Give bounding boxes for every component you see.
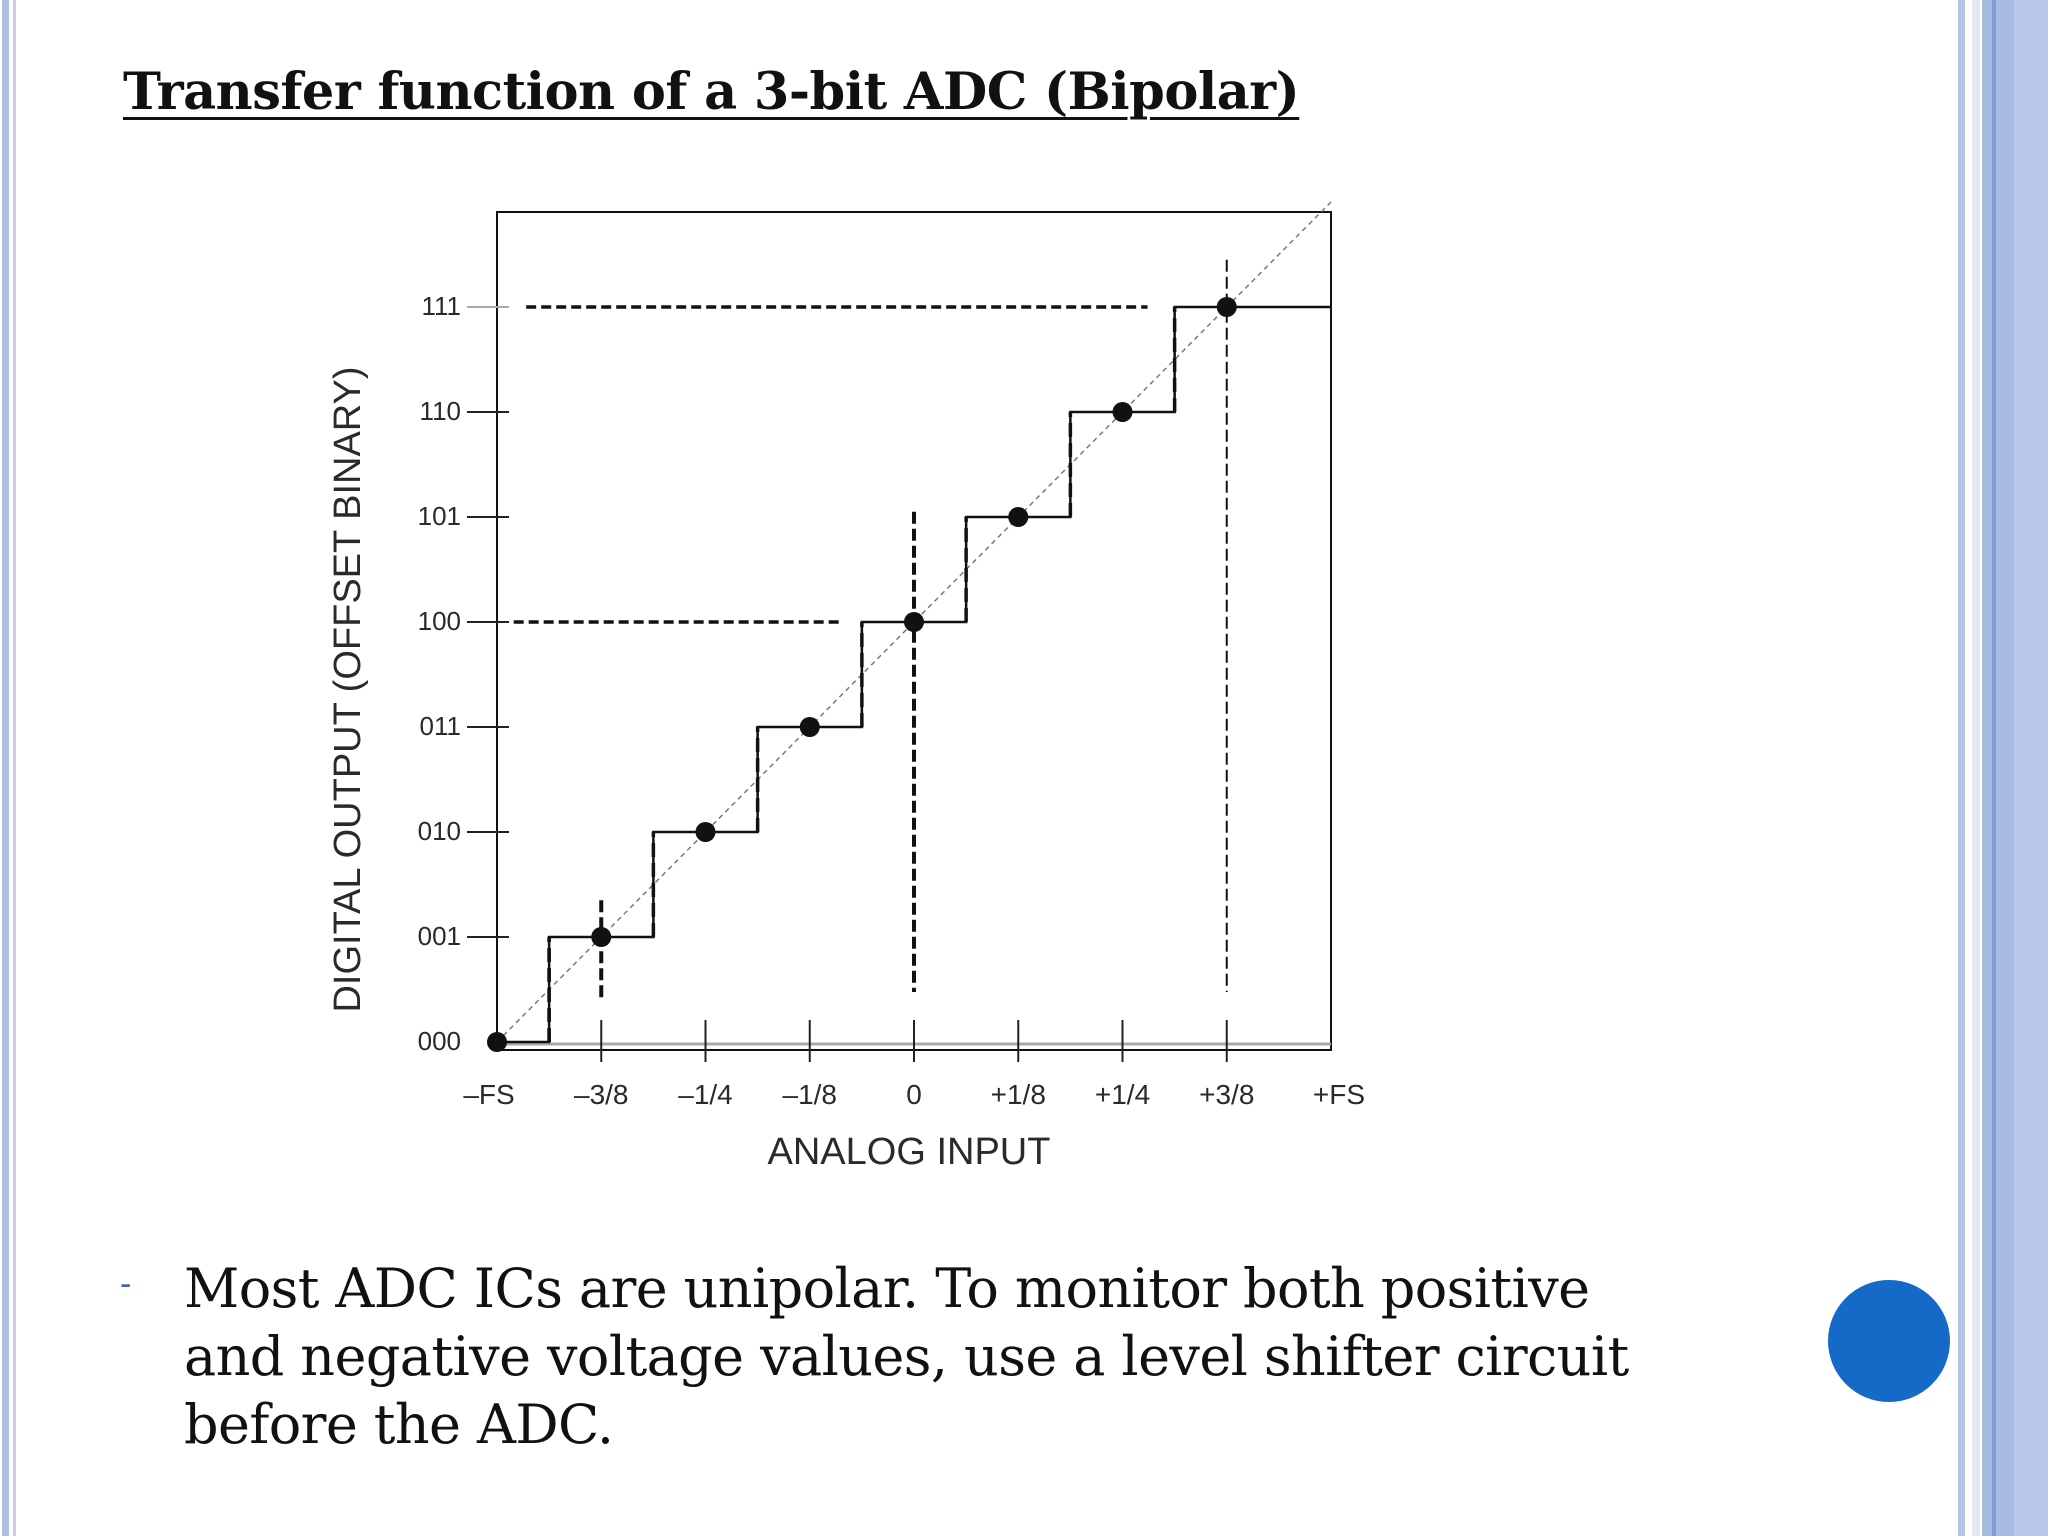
left-border-stripe — [13, 0, 16, 1536]
y-tick-label: 111 — [421, 291, 461, 321]
data-point-7 — [1216, 297, 1237, 317]
y-tick-label: 110 — [420, 396, 461, 426]
bullet-text: Most ADC ICs are unipolar. To monitor bo… — [184, 1257, 1629, 1456]
data-point-2 — [695, 822, 716, 842]
y-tick-label: 011 — [420, 711, 461, 741]
y-axis-title: DIGITAL OUTPUT (OFFSET BINARY) — [327, 366, 369, 1012]
x-tick-label: +FS — [1313, 1079, 1365, 1110]
data-point-6 — [1112, 402, 1133, 422]
y-tick-label: 101 — [418, 501, 461, 531]
data-point-1 — [591, 927, 612, 947]
data-point-4 — [904, 612, 924, 632]
x-tick-label: –1/8 — [783, 1079, 838, 1110]
y-tick-label: 010 — [418, 816, 461, 846]
data-point-5 — [1008, 507, 1029, 527]
left-border-stripe — [2, 0, 9, 1536]
right-border-stripe — [1992, 0, 1996, 1536]
x-tick-label: +1/8 — [991, 1079, 1046, 1110]
y-tick-label: 001 — [418, 921, 461, 951]
decorative-circle — [1828, 1280, 1950, 1402]
right-border-stripe — [1972, 0, 1980, 1536]
right-border-stripe — [1982, 0, 2014, 1536]
slide-title: Transfer function of a 3-bit ADC (Bipola… — [123, 62, 1300, 122]
adc-transfer-chart: 000 001 010 011 100 101 110 111 –FS –3/8 –1/4 –1/8 0… — [327, 201, 1365, 1173]
left-border-decoration — [0, 0, 22, 1536]
data-point-3 — [799, 717, 820, 737]
x-axis-title: ANALOG INPUT — [768, 1131, 1051, 1173]
y-tick-label: 000 — [418, 1026, 461, 1056]
bullet-point: - Most ADC ICs are unipolar. To monitor … — [120, 1255, 1700, 1459]
x-tick-label: 0 — [906, 1079, 922, 1110]
right-border-stripe — [1958, 0, 1965, 1536]
x-tick-label: –1/4 — [678, 1079, 733, 1110]
x-tick-label: +1/4 — [1095, 1079, 1150, 1110]
right-border-decoration — [1958, 0, 2048, 1536]
data-point-0 — [487, 1032, 507, 1052]
right-border-stripe — [2014, 0, 2048, 1536]
x-tick-label: –FS — [463, 1079, 514, 1110]
x-tick-label: –3/8 — [574, 1079, 629, 1110]
x-tick-label: +3/8 — [1199, 1079, 1254, 1110]
y-tick-label: 100 — [418, 606, 461, 636]
bullet-marker: - — [120, 1265, 132, 1303]
